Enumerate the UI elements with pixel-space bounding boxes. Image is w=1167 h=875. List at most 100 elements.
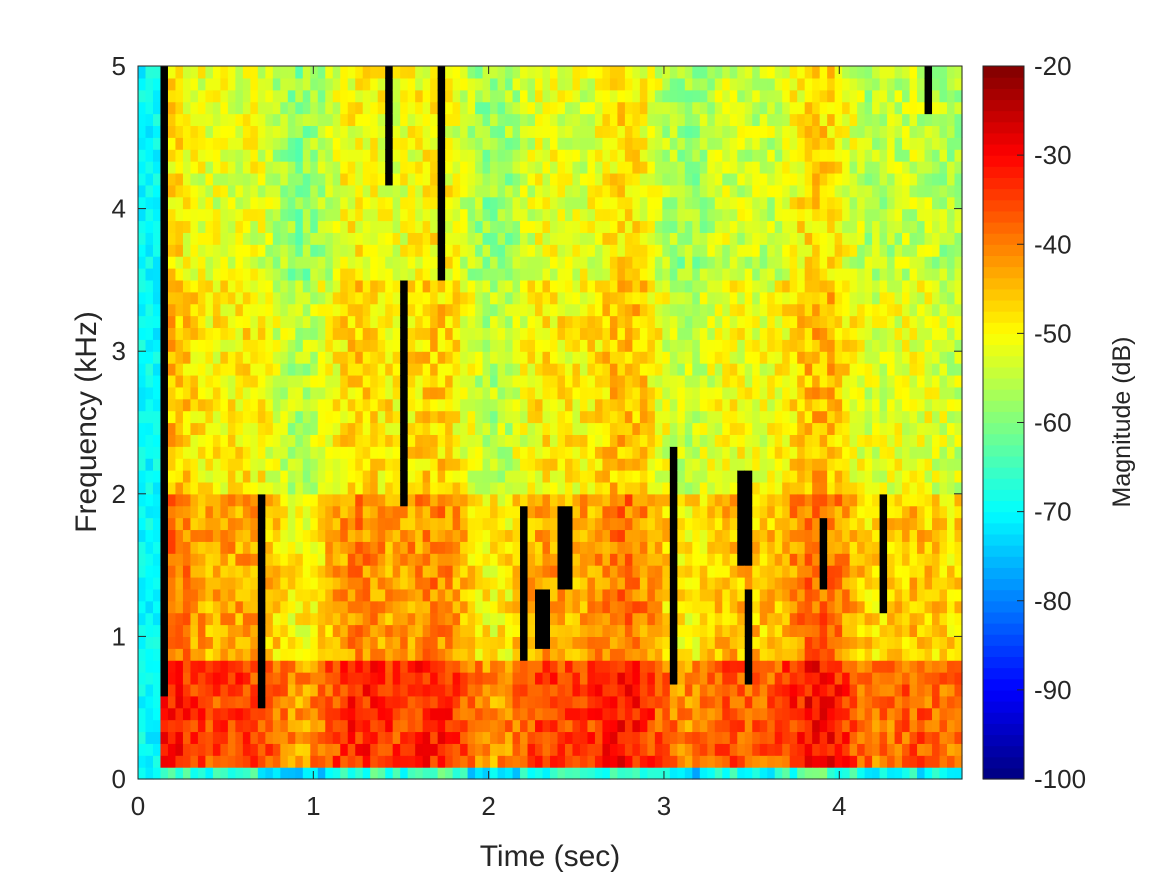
spectrogram-cell: [400, 434, 409, 447]
spectrogram-cell: [197, 446, 207, 459]
spectrogram-cell: [355, 493, 364, 507]
spectrogram-cell: [482, 612, 491, 626]
spectrogram-cell: [505, 113, 514, 127]
spectrogram-cell: [362, 683, 371, 697]
spectrogram-cell: [362, 77, 371, 91]
spectrogram-cell: [250, 588, 259, 602]
spectrogram-cell: [617, 303, 626, 317]
spectrogram-cell: [572, 731, 581, 744]
spectrogram-cell: [257, 529, 266, 542]
spectrogram-cell: [490, 374, 499, 388]
spectrogram-cell: [662, 125, 671, 138]
spectrogram-cell: [632, 719, 641, 733]
spectrogram-cell: [302, 588, 311, 602]
spectrogram-cell: [355, 398, 364, 412]
spectrogram-cell: [699, 743, 708, 756]
spectrogram-cell: [684, 101, 693, 115]
spectrogram-cell: [437, 767, 446, 780]
spectrogram-cell: [415, 565, 424, 578]
spectrogram-cell: [639, 719, 648, 733]
spectrogram-cell: [467, 541, 476, 554]
spectrogram-cell: [347, 660, 356, 673]
spectrogram-cell: [295, 458, 304, 471]
spectrogram-cell: [182, 291, 192, 305]
spectrogram-cell: [272, 600, 281, 614]
spectrogram-cell: [167, 291, 177, 305]
spectrogram-cell: [744, 256, 753, 269]
spectrogram-cell: [400, 576, 409, 590]
spectrogram-cell: [407, 244, 416, 257]
spectrogram-cell: [505, 767, 514, 780]
spectrogram-cell: [235, 541, 244, 554]
spectrogram-cell: [445, 101, 454, 115]
spectrogram-cell: [497, 339, 506, 352]
spectrogram-cell: [145, 636, 154, 649]
spectrogram-cell: [497, 196, 506, 210]
spectrogram-cell: [669, 672, 678, 685]
spectrogram-cell: [197, 612, 207, 626]
spectrogram-cell: [400, 660, 409, 673]
spectrogram-cell: [744, 398, 753, 412]
spectrogram-cell: [422, 398, 431, 412]
spectrogram-cell: [752, 113, 761, 127]
spectrogram-cell: [505, 493, 514, 507]
spectrogram-cell: [669, 77, 678, 91]
spectrogram-cell: [400, 731, 409, 744]
spectrogram-cell: [370, 648, 379, 661]
spectrogram-cell: [752, 208, 761, 222]
spectrogram-cell: [550, 458, 559, 471]
spectrogram-cell: [220, 470, 229, 483]
spectrogram-cell: [317, 220, 326, 233]
spectrogram-cell: [280, 648, 289, 661]
spectrogram-cell: [317, 268, 326, 281]
spectrogram-cell: [415, 77, 424, 91]
spectrogram-cell: [602, 410, 611, 424]
spectrogram-cell: [669, 196, 678, 210]
spectrogram-cell: [138, 101, 147, 115]
spectrogram-cell: [370, 600, 379, 614]
spectrogram-cell: [467, 279, 476, 293]
spectrogram-cell: [152, 315, 162, 329]
spectrogram-cell: [437, 422, 446, 435]
spectrogram-cell: [490, 470, 499, 483]
spectrogram-cell: [692, 232, 701, 245]
spectrogram-cell: [729, 101, 738, 115]
spectrogram-cell: [175, 386, 184, 400]
spectrogram-cell: [227, 731, 236, 744]
spectrogram-cell: [317, 113, 326, 127]
spectrogram-cell: [400, 755, 409, 768]
spectrogram-cell: [295, 208, 304, 222]
spectrogram-cell: [385, 268, 394, 281]
spectrogram-cell: [190, 636, 199, 649]
spectrogram-cell: [242, 683, 251, 697]
spectrogram-cell: [332, 303, 341, 317]
spectrogram-cell: [594, 624, 604, 637]
spectrogram-cell: [460, 232, 469, 245]
spectrogram-cell: [257, 279, 266, 293]
spectrogram-cell: [692, 434, 701, 447]
spectrogram-cell: [520, 493, 529, 507]
spectrogram-cell: [385, 363, 394, 376]
spectrogram-cell: [654, 89, 663, 103]
spectrogram-cell: [505, 588, 514, 602]
spectrogram-cell: [737, 232, 746, 245]
spectrogram-cell: [699, 315, 708, 329]
spectrogram-cell: [752, 398, 761, 412]
spectrogram-cell: [527, 303, 536, 317]
spectrogram-cell: [160, 660, 169, 673]
spectrogram-cell: [175, 529, 184, 542]
spectrogram-cell: [692, 279, 701, 293]
spectrogram-cell: [722, 648, 731, 661]
spectrogram-cell: [654, 470, 663, 483]
spectrogram-cell: [332, 446, 341, 459]
spectrogram-cell: [752, 125, 761, 138]
spectrogram-cell: [325, 374, 334, 388]
spectrogram-cell: [302, 315, 311, 329]
spectrogram-cell: [512, 660, 521, 673]
spectrogram-cell: [714, 386, 723, 400]
spectrogram-cell: [167, 220, 177, 233]
spectrogram-cell: [677, 660, 686, 673]
spectrogram-cell: [527, 363, 536, 376]
spectrogram-cell: [205, 374, 214, 388]
spectrogram-cell: [145, 363, 154, 376]
